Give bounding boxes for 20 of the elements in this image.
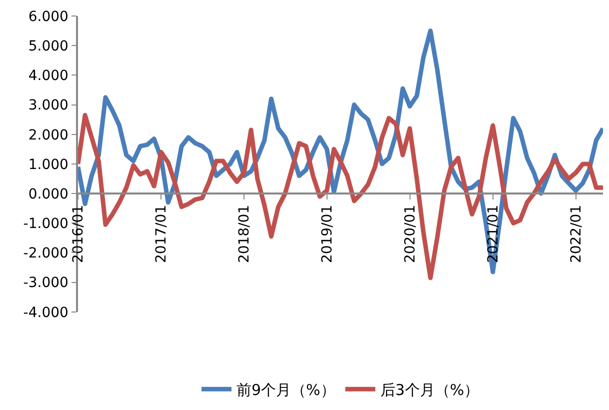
- y-tick-label: 1.000: [28, 156, 68, 173]
- y-tick-label: 2.000: [28, 127, 68, 144]
- legend-label: 前9个月（%）: [236, 381, 336, 399]
- x-tick-label: 2019/01: [319, 204, 336, 264]
- x-tick-label: 2021/01: [485, 204, 502, 264]
- x-tick-label: 2017/01: [154, 204, 170, 264]
- y-tick-label: 4.000: [28, 68, 68, 84]
- y-tick-label: -2.000: [23, 246, 68, 262]
- y-tick-label: 0.000: [28, 186, 68, 202]
- y-tick-label: -4.000: [23, 304, 68, 321]
- y-tick-label: -3.000: [23, 275, 68, 292]
- x-tick-label: 2020/01: [402, 204, 418, 264]
- y-tick-label: 6.000: [28, 8, 68, 25]
- x-tick-label: 2016/01: [70, 204, 87, 264]
- y-tick-label: 3.000: [28, 98, 68, 114]
- x-tick-label: 2022/01: [568, 204, 584, 264]
- x-tick-label: 2018/01: [236, 204, 253, 264]
- y-tick-label: 5.000: [28, 38, 68, 54]
- y-tick-label: -1.000: [23, 216, 68, 232]
- legend-label: 后3个月（%）: [380, 381, 480, 399]
